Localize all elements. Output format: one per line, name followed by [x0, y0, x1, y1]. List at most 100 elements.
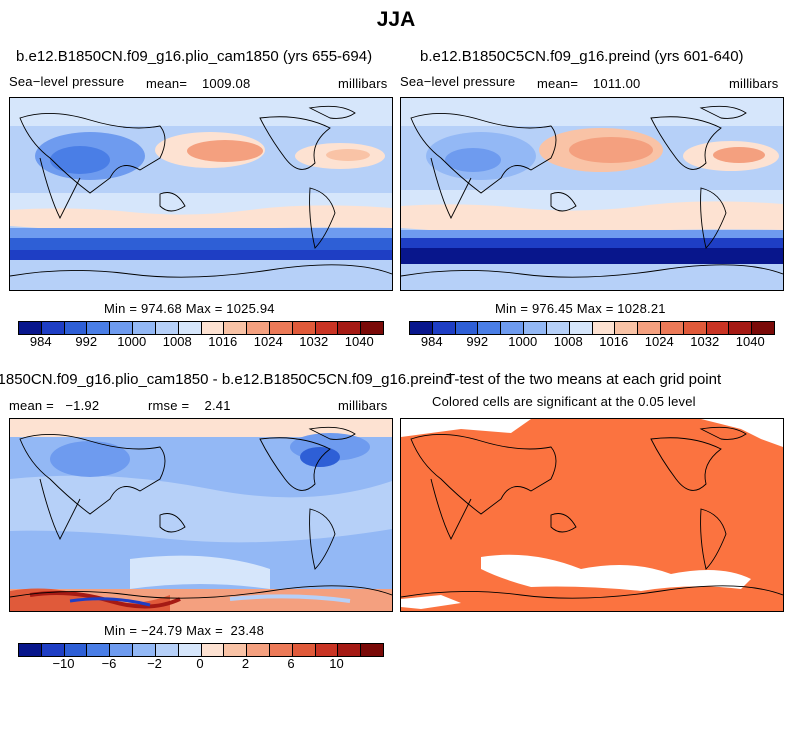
colorbar-swatch: [87, 322, 111, 334]
panel1-title: b.e12.B1850CN.f09_g16.plio_cam1850 (yrs …: [16, 48, 373, 65]
panel2-mean-value: 1011.00: [593, 76, 641, 91]
colorbar-swatch: [41, 644, 65, 656]
colorbar-swatch: [224, 322, 248, 334]
colorbar-swatch: [315, 322, 339, 334]
colorbar-swatch: [638, 322, 661, 334]
colorbar-swatch: [752, 322, 774, 334]
colorbar-swatch: [41, 322, 65, 334]
panel3-rmse: rmse = 2.41: [148, 398, 231, 413]
panel2-variable: Sea−level pressure: [400, 74, 516, 89]
panel2-colorbar-ticks: 984 992 1000 1008 1016 1024 1032 1040: [409, 334, 773, 350]
panel4-map: [400, 418, 784, 612]
colorbar-tick-label: 10: [329, 656, 344, 671]
colorbar-tick-label: 1016: [208, 334, 238, 349]
figure-title: JJA: [376, 8, 416, 31]
colorbar-tick-label: −10: [52, 656, 75, 671]
colorbar-tick-label: 1000: [117, 334, 147, 349]
panel3-map: [9, 418, 393, 612]
colorbar-swatch: [247, 322, 270, 334]
colorbar-swatch: [524, 322, 547, 334]
panel2-units: millibars: [729, 76, 779, 91]
colorbar-swatch: [292, 322, 316, 334]
panel2-mean-label: mean=: [537, 76, 579, 91]
colorbar-swatch: [155, 322, 179, 334]
colorbar-tick-label: 1000: [508, 334, 538, 349]
colorbar-swatch: [338, 322, 362, 334]
colorbar-swatch: [660, 322, 684, 334]
colorbar-tick-label: 984: [29, 334, 52, 349]
colorbar-swatch: [178, 322, 202, 334]
colorbar-tick-label: 1032: [299, 334, 329, 349]
colorbar-tick-label: 1008: [553, 334, 583, 349]
colorbar-swatch: [478, 322, 502, 334]
panel3-colorbar: [18, 643, 384, 657]
colorbar-swatch: [87, 644, 111, 656]
colorbar-swatch: [315, 644, 339, 656]
colorbar-swatch: [247, 644, 270, 656]
colorbar-swatch: [110, 322, 134, 334]
colorbar-swatch: [201, 644, 225, 656]
colorbar-tick-label: 992: [466, 334, 489, 349]
panel3-mean: mean = −1.92: [9, 398, 100, 413]
panel1-units: millibars: [338, 76, 388, 91]
colorbar-tick-label: 1032: [690, 334, 720, 349]
colorbar-tick-label: 992: [75, 334, 98, 349]
colorbar-swatch: [269, 644, 293, 656]
colorbar-swatch: [64, 644, 88, 656]
panel3-stats: Min = −24.79 Max = 23.48: [104, 623, 265, 638]
panel2-stats: Min = 976.45 Max = 1028.21: [495, 301, 666, 316]
colorbar-swatch: [224, 644, 248, 656]
colorbar-swatch: [683, 322, 707, 334]
panel4-subtitle: Colored cells are significant at the 0.0…: [432, 394, 696, 409]
colorbar-swatch: [19, 644, 42, 656]
colorbar-tick-label: 6: [287, 656, 295, 671]
panel2-colorbar: [409, 321, 775, 335]
panel1-mean-label: mean=: [146, 76, 188, 91]
panel3-colorbar-ticks: −10 −6 −2 0 2 6 10: [18, 656, 382, 672]
panel1-variable: Sea−level pressure: [9, 74, 125, 89]
colorbar-tick-label: 1024: [644, 334, 674, 349]
panel4-title: T-test of the two means at each grid poi…: [446, 371, 722, 388]
panel3-title: b.e12.B1850CN.f09_g16.plio_cam1850 - b.e…: [0, 371, 452, 388]
colorbar-tick-label: −2: [147, 656, 162, 671]
colorbar-tick-label: 1024: [253, 334, 283, 349]
colorbar-tick-label: 1016: [599, 334, 629, 349]
panel3-units: millibars: [338, 398, 388, 413]
colorbar-swatch: [338, 644, 362, 656]
colorbar-swatch: [546, 322, 570, 334]
panel2-title: b.e12.B1850C5CN.f09_g16.preind (yrs 601-…: [420, 48, 744, 65]
colorbar-swatch: [455, 322, 479, 334]
colorbar-swatch: [501, 322, 525, 334]
colorbar-swatch: [569, 322, 593, 334]
colorbar-swatch: [110, 644, 134, 656]
colorbar-swatch: [19, 322, 42, 334]
panel1-colorbar: [18, 321, 384, 335]
colorbar-swatch: [361, 644, 383, 656]
panel1-stats: Min = 974.68 Max = 1025.94: [104, 301, 275, 316]
colorbar-tick-label: 2: [241, 656, 250, 671]
colorbar-swatch: [706, 322, 730, 334]
colorbar-swatch: [133, 644, 156, 656]
colorbar-swatch: [615, 322, 639, 334]
panel1-mean-value: 1009.08: [202, 76, 251, 91]
colorbar-tick-label: 1040: [735, 334, 765, 349]
colorbar-swatch: [592, 322, 616, 334]
panel2-map: [400, 97, 784, 291]
colorbar-tick-label: −6: [101, 656, 117, 671]
colorbar-swatch: [201, 322, 225, 334]
colorbar-swatch: [178, 644, 202, 656]
colorbar-swatch: [729, 322, 753, 334]
colorbar-swatch: [432, 322, 456, 334]
colorbar-tick-label: 1008: [162, 334, 192, 349]
colorbar-swatch: [269, 322, 293, 334]
panel1-map: [9, 97, 393, 291]
colorbar-swatch: [64, 322, 88, 334]
colorbar-tick-label: 0: [196, 656, 204, 671]
colorbar-swatch: [410, 322, 433, 334]
colorbar-swatch: [133, 322, 156, 334]
colorbar-swatch: [292, 644, 316, 656]
colorbar-swatch: [361, 322, 383, 334]
panel1-colorbar-ticks: 984 992 1000 1008 1016 1024 1032 1040: [18, 334, 382, 350]
colorbar-tick-label: 984: [420, 334, 443, 349]
colorbar-swatch: [155, 644, 179, 656]
